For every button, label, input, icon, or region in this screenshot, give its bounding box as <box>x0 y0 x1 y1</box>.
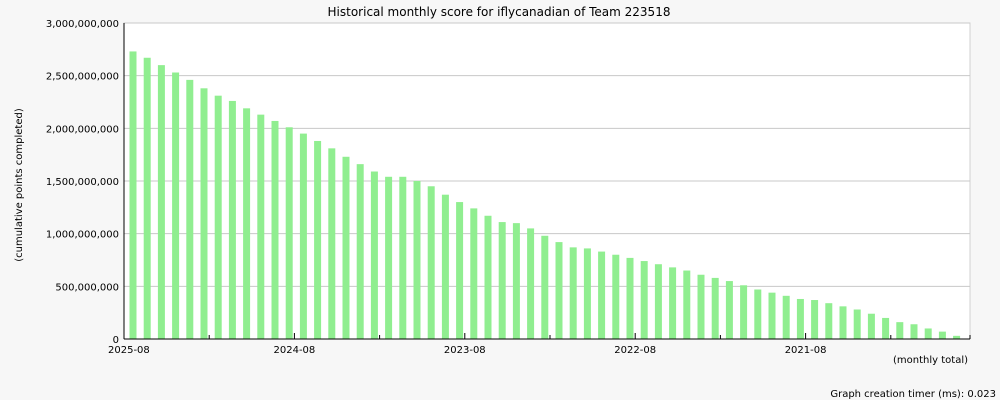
bar <box>953 335 961 339</box>
bar <box>342 156 350 339</box>
bar <box>314 140 322 339</box>
bar <box>399 176 407 339</box>
bar <box>541 235 549 339</box>
x-tick-label: 2023-08 <box>444 345 486 356</box>
bar <box>740 285 748 339</box>
bar <box>640 261 648 339</box>
bar <box>583 248 591 339</box>
bar <box>328 148 336 339</box>
y-tick-label: 1,500,000,000 <box>46 177 119 188</box>
bar <box>299 133 307 339</box>
x-tick-label: 2022-08 <box>614 345 656 356</box>
bar <box>456 202 464 339</box>
bar <box>214 95 222 340</box>
grid-lines <box>124 22 970 287</box>
y-tick-label: 500,000,000 <box>55 282 119 293</box>
y-tick-label: 3,000,000,000 <box>46 19 119 30</box>
bar <box>356 164 364 339</box>
bar <box>427 186 435 339</box>
x-tick-label: 2025-08 <box>108 345 150 356</box>
bar <box>285 127 293 339</box>
bar <box>811 300 819 339</box>
bar <box>938 331 946 339</box>
axes <box>123 23 971 340</box>
bar <box>839 306 847 339</box>
bar <box>569 247 577 339</box>
bar <box>129 51 137 339</box>
bar <box>271 120 279 340</box>
bar <box>782 295 790 339</box>
bar <box>924 328 932 339</box>
x-tick-label: 2024-08 <box>274 345 316 356</box>
bar <box>470 208 478 339</box>
bar <box>896 322 904 339</box>
bars <box>129 51 961 340</box>
bar <box>796 298 804 339</box>
bar <box>385 176 393 339</box>
bar <box>370 171 378 339</box>
x-tick-label: 2021-08 <box>785 345 827 356</box>
bar <box>257 114 265 339</box>
bar <box>669 267 677 339</box>
bar <box>228 100 236 340</box>
bar <box>825 303 833 339</box>
x-tick-labels: 2025-08 2024-08 2023-08 2022-08 2021-08 <box>108 345 826 356</box>
y-tick-label: 2,000,000,000 <box>46 124 119 135</box>
bar <box>555 242 563 339</box>
bar <box>754 289 762 339</box>
y-axis-label: (cumulative points completed) <box>14 108 25 262</box>
bar <box>172 72 180 340</box>
bar <box>910 324 918 339</box>
bar <box>683 270 691 339</box>
y-tick-labels: 0 500,000,000 1,000,000,000 1,500,000,000 2,… <box>46 19 119 346</box>
bar <box>200 88 208 339</box>
bar <box>768 292 776 339</box>
bar <box>626 257 634 339</box>
bar <box>697 274 705 339</box>
bar <box>498 222 506 339</box>
y-tick-label: 0 <box>113 335 119 346</box>
bar <box>711 277 719 339</box>
bar <box>867 313 875 339</box>
bar <box>612 254 620 339</box>
bar <box>243 108 251 339</box>
y-tick-label: 1,000,000,000 <box>46 230 119 241</box>
bar <box>512 223 520 339</box>
bar <box>527 228 535 339</box>
x-axis-label: (monthly total) <box>893 355 968 366</box>
bar <box>157 65 165 339</box>
bar <box>725 281 733 339</box>
y-tick-label: 2,500,000,000 <box>46 72 119 83</box>
footer-timer: Graph creation timer (ms): 0.023 <box>830 389 996 400</box>
bar <box>882 317 890 339</box>
bar <box>654 264 662 339</box>
bar <box>143 57 151 339</box>
bar <box>186 79 194 339</box>
bar <box>413 181 421 339</box>
bar <box>484 215 492 339</box>
bar <box>598 251 606 339</box>
bar <box>853 309 861 339</box>
chart-title: Historical monthly score for iflycanadia… <box>328 5 671 19</box>
bar <box>441 194 449 339</box>
